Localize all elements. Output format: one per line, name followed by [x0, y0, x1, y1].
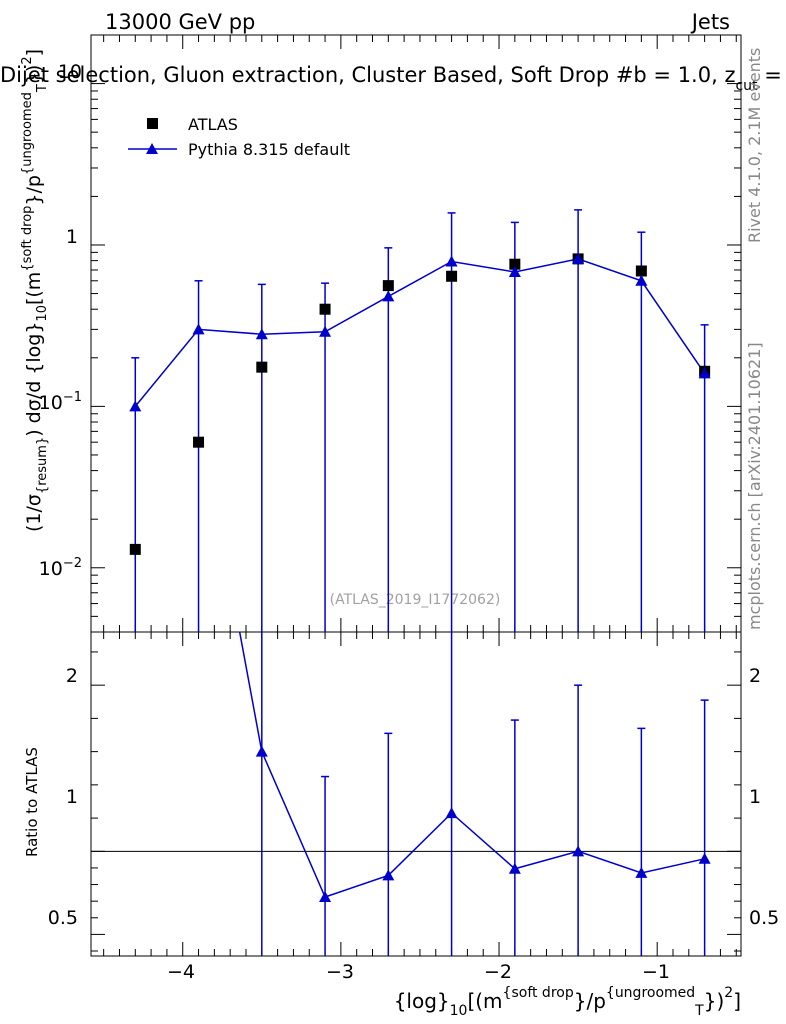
ratio-point: [382, 869, 395, 881]
ratio-point: [255, 745, 268, 757]
pythia-point: [129, 400, 142, 412]
energy-label: 13000 GeV pp: [105, 10, 255, 34]
pythia-point: [698, 367, 711, 379]
legend: ATLAS Pythia 8.315 default: [128, 115, 350, 159]
x-axis-label: {log}10[(m{soft drop}/p{ungroomedT})2]: [394, 985, 741, 1019]
atlas-point: [319, 303, 331, 315]
pythia-point: [319, 325, 332, 337]
pythia-point: [382, 290, 395, 302]
atlas-point: [446, 270, 458, 282]
ratio-y-tick-2: 2: [66, 665, 78, 687]
x-tick-label--4: −4: [167, 961, 195, 983]
legend-atlas-marker: [147, 118, 158, 129]
atlas-point: [635, 265, 647, 277]
mcplots-label: mcplots.cern.ch [arXiv:2401.10621]: [745, 342, 764, 630]
ratio-axis-ticks: [91, 632, 741, 956]
ratio-y-tick-0.5: 0.5: [48, 907, 78, 929]
ratio-y-tick-1-right: 1: [749, 786, 761, 808]
y-tick-label-1e-1: 10−1: [39, 390, 82, 414]
ratio-data-marks: [238, 631, 711, 956]
main-data-marks: [129, 209, 711, 632]
y-tick-label-10: 10: [58, 61, 82, 83]
plot-title: Dijet selection, Gluon extraction, Clust…: [0, 63, 782, 94]
ratio-point: [635, 866, 648, 878]
ratio-y-tick-0.5-right: 0.5: [749, 907, 779, 929]
pythia-series-line: [134, 258, 706, 407]
ratio-point: [508, 862, 521, 874]
rivet-version-label: Rivet 4.1.0, 2.1M events: [745, 48, 764, 243]
x-tick-label--3: −3: [326, 961, 354, 983]
main-axis-ticks: [91, 34, 741, 633]
analysis-watermark: (ATLAS_2019_I1772062): [330, 592, 501, 608]
ratio-y-tick-1: 1: [66, 786, 78, 808]
ratio-y-axis-label: Ratio to ATLAS: [23, 747, 41, 857]
main-y-axis-label: (1/σ{resum}) dσ/d {log}10[(m{soft drop}/…: [20, 49, 50, 532]
ratio-y-tick-2-right: 2: [749, 665, 761, 687]
ratio-panel-frame: [90, 631, 742, 957]
legend-pythia-marker: [146, 143, 158, 154]
pythia-point: [635, 274, 648, 286]
pythia-point: [192, 323, 205, 335]
pythia-point: [445, 255, 458, 267]
category-label: Jets: [690, 10, 730, 34]
ratio-point: [445, 807, 458, 819]
legend-pythia-label: Pythia 8.315 default: [188, 140, 350, 159]
atlas-point: [129, 543, 141, 555]
ratio-point: [319, 891, 332, 903]
ratio-point: [698, 852, 711, 864]
atlas-point: [256, 361, 268, 373]
x-tick-label--2: −2: [484, 961, 512, 983]
ratio-point: [572, 845, 585, 857]
ratio-series-line: [238, 631, 705, 898]
atlas-point: [382, 280, 394, 292]
pythia-point: [572, 252, 585, 264]
x-tick-label--1: −1: [642, 961, 670, 983]
legend-atlas-label: ATLAS: [188, 115, 238, 134]
pythia-point: [255, 328, 268, 340]
y-tick-label-1: 1: [66, 226, 78, 248]
y-tick-label-1e-2: 10−2: [39, 556, 82, 580]
atlas-point: [193, 436, 205, 448]
pythia-point: [508, 266, 521, 278]
atlas-point: [509, 258, 521, 270]
